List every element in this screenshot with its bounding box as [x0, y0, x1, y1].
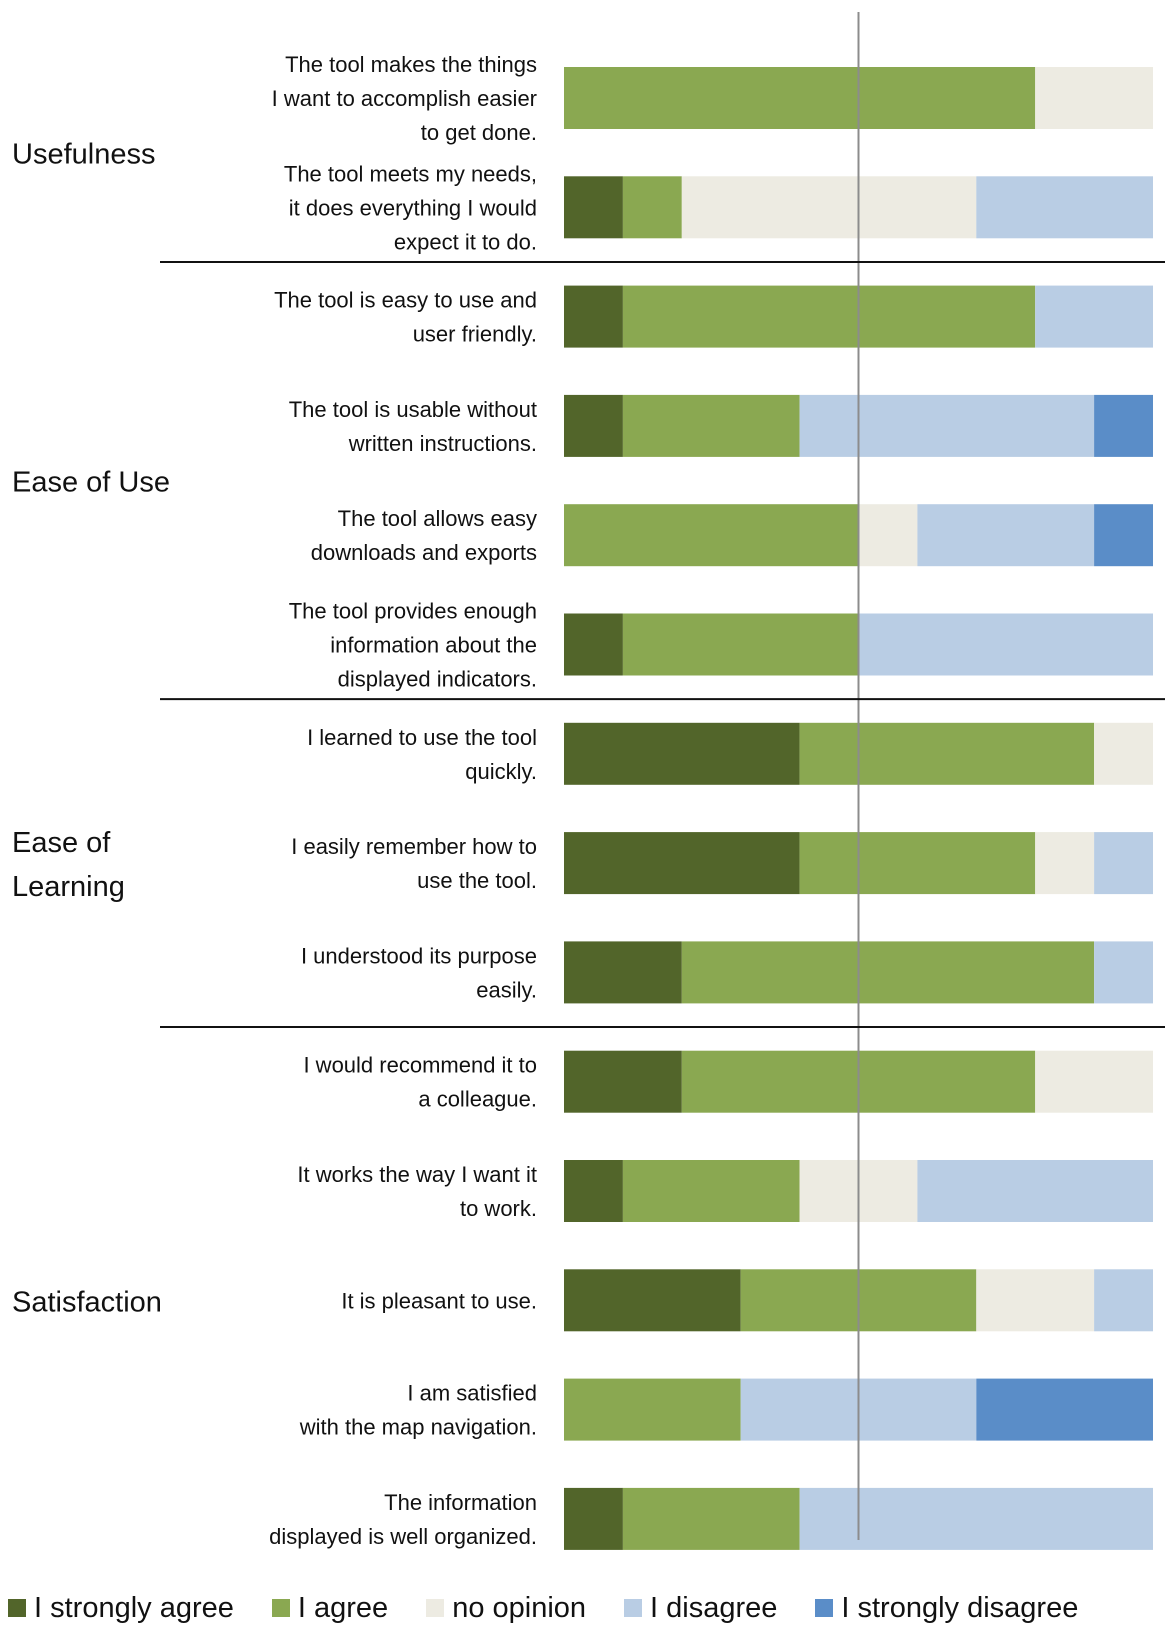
bar-segment: [917, 504, 1095, 567]
bar-segment: [622, 1487, 800, 1550]
bar-segment: [564, 394, 623, 457]
question-label: The tool meets my needs, it does everythi…: [284, 161, 537, 254]
bar-segment: [917, 1160, 1153, 1222]
bar-segment: [976, 176, 1153, 239]
legend-item: I strongly disagree: [815, 1592, 1078, 1625]
bar-segment: [622, 285, 1036, 348]
bar-segment: [564, 1269, 741, 1332]
bar-segment: [564, 613, 623, 676]
question-label: The tool provides enough information abou…: [289, 599, 537, 692]
bar-segment: [799, 722, 1095, 785]
bar-segment: [564, 941, 682, 1004]
question-label: The tool is easy to use and user friendly…: [274, 288, 537, 347]
legend-item: I strongly agree: [8, 1592, 234, 1625]
bar-segment: [622, 394, 800, 457]
legend-item: I agree: [271, 1591, 389, 1625]
bar-segment: [1094, 394, 1153, 457]
bar-segment: [564, 722, 800, 785]
likert-chart: The tool makes the things I want to accom…: [12, 12, 1165, 1550]
question-label: I am satisfied with the map navigation.: [299, 1381, 537, 1440]
bar-segment: [1035, 285, 1153, 348]
question-label: I learned to use the tool quickly.: [307, 725, 537, 784]
legend-label: I strongly agree: [34, 1591, 234, 1624]
bar-segment: [1035, 67, 1153, 129]
question-label: I easily remember how to use the tool.: [291, 834, 537, 893]
bar-segment: [622, 176, 682, 239]
legend-label: I disagree: [650, 1591, 778, 1624]
legend-swatch: [624, 1599, 643, 1617]
bar-segment: [1094, 941, 1153, 1004]
question-label: The tool makes the things I want to accom…: [272, 52, 537, 145]
legend-item: no opinion: [426, 1592, 586, 1625]
bar-segment: [1094, 504, 1153, 567]
bar-segment: [564, 67, 1036, 129]
bar-segment: [564, 176, 623, 239]
legend-label: I strongly disagree: [841, 1591, 1079, 1624]
bar-segment: [976, 1378, 1153, 1441]
legend-swatch: [271, 1599, 290, 1617]
question-label: The tool allows easy downloads and export…: [311, 506, 537, 565]
legend-item: I disagree: [624, 1592, 777, 1625]
legend-swatch: [815, 1599, 834, 1617]
bar-segment: [1035, 832, 1095, 895]
bar-segment: [976, 1269, 1095, 1332]
legend-swatch: [8, 1599, 26, 1617]
legend: I strongly agree I agree no opinion I disag…: [8, 1592, 1078, 1624]
legend-label: no opinion: [452, 1591, 587, 1624]
group-label: Ease of Use: [12, 467, 170, 499]
bar-segment: [564, 832, 800, 895]
bar-segment: [1094, 1269, 1153, 1332]
bar-segment: [1094, 832, 1153, 895]
bar-segment: [564, 504, 859, 567]
question-label: The tool is usable without written instru…: [289, 397, 537, 456]
question-label: I would recommend it to a colleague.: [303, 1053, 537, 1112]
legend-label: I agree: [297, 1591, 389, 1624]
bar-segment: [799, 1487, 1153, 1550]
bar-segment: [622, 1160, 800, 1222]
bar-segment: [564, 1050, 682, 1113]
bar-segment: [564, 285, 623, 348]
legend-swatch: [426, 1599, 445, 1617]
bar-segment: [564, 1487, 623, 1550]
bar-segment: [1094, 722, 1153, 785]
question-label: It works the way I want it to work.: [297, 1162, 537, 1221]
bar-segment: [858, 504, 918, 567]
bar-segment: [622, 613, 859, 676]
bar-segment: [681, 941, 1095, 1004]
bar-segment: [858, 613, 1153, 676]
bar-segment: [564, 1160, 623, 1222]
bar-segment: [799, 394, 1095, 457]
question-label: The information displayed is well organiz…: [269, 1490, 537, 1549]
question-label: I understood its purpose easily.: [301, 943, 537, 1002]
group-label: Usefulness: [12, 139, 155, 171]
bar-segment: [1035, 1050, 1153, 1113]
bar-segment: [564, 1378, 741, 1441]
bar-segment: [681, 176, 977, 239]
group-label: Satisfaction: [12, 1286, 162, 1318]
group-label: Ease of Learning: [12, 827, 125, 903]
question-label: It is pleasant to use.: [341, 1288, 537, 1313]
bar-segment: [799, 832, 1036, 895]
